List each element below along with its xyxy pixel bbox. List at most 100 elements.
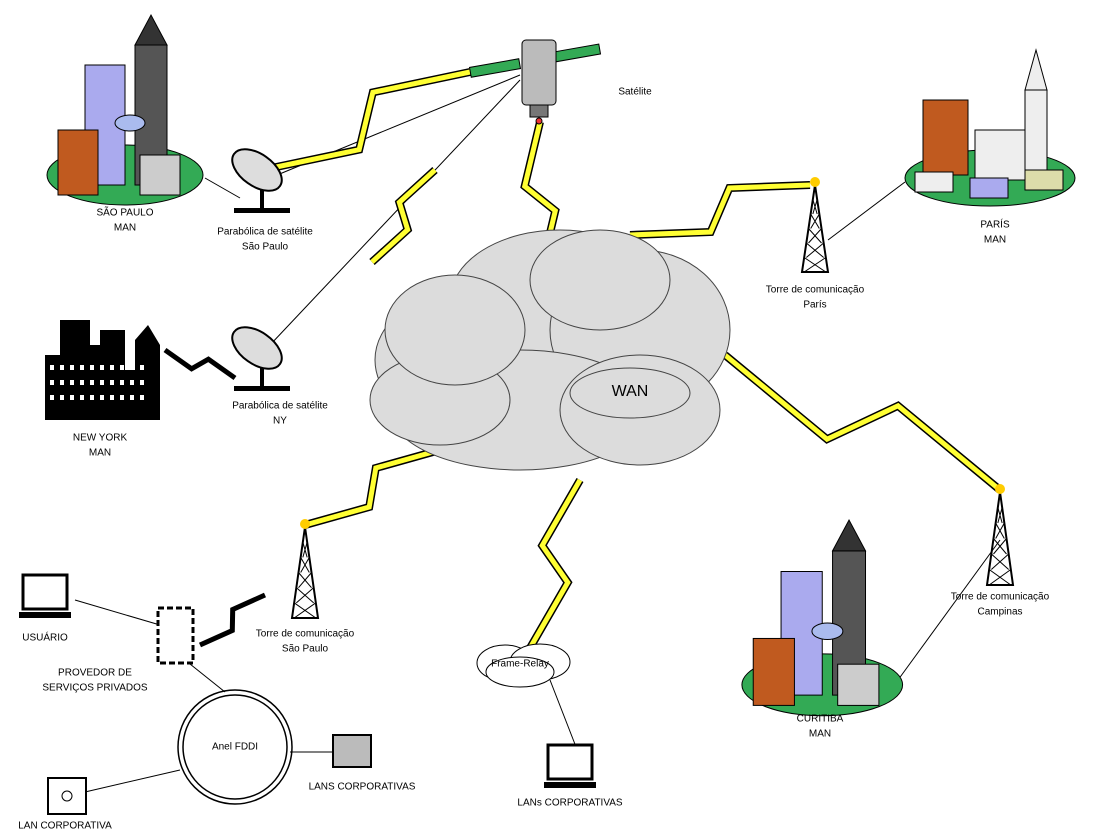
window: [50, 380, 54, 385]
solar-panel: [554, 44, 600, 62]
cloud: [530, 230, 670, 330]
label: MAN: [809, 729, 831, 740]
lan-device: [48, 778, 86, 814]
window: [50, 365, 54, 370]
cloud: [385, 275, 525, 385]
window: [130, 365, 134, 370]
window: [50, 395, 54, 400]
link: [85, 770, 180, 792]
building: [915, 172, 953, 192]
label: Parabólica de satélite: [217, 227, 313, 238]
monitor: [23, 575, 67, 609]
label: MAN: [89, 448, 111, 459]
label: São Paulo: [242, 242, 289, 253]
label: Frame-Relay: [491, 659, 549, 670]
building: [753, 638, 794, 705]
label: NEW YORK: [73, 433, 128, 444]
window: [70, 395, 74, 400]
label: SERVIÇOS PRIVADOS: [42, 683, 148, 694]
dish-base: [234, 386, 290, 391]
window: [70, 365, 74, 370]
window: [90, 380, 94, 385]
label: Anel FDDI: [212, 742, 258, 753]
link: [828, 182, 905, 240]
link: [550, 680, 578, 752]
label: PROVEDOR DE: [58, 668, 132, 679]
window: [140, 365, 144, 370]
building: [58, 130, 98, 195]
window: [90, 365, 94, 370]
window: [70, 380, 74, 385]
lightning-link: [630, 185, 810, 235]
building: [970, 178, 1008, 198]
window: [100, 380, 104, 385]
satellite-body: [530, 105, 548, 117]
window: [130, 395, 134, 400]
window: [80, 395, 84, 400]
antenna: [536, 118, 542, 124]
label: NY: [273, 416, 287, 427]
beacon: [300, 519, 310, 529]
link: [205, 178, 240, 198]
label: SÃO PAULO: [96, 206, 153, 219]
page: Satélite SÃO PAULO MAN Parabólica de satéli…: [0, 0, 1093, 834]
label: Satélite: [618, 87, 652, 98]
lightning-link: [165, 350, 235, 378]
beacon: [995, 484, 1005, 494]
label: CURITIBA: [797, 714, 844, 725]
label: USUÁRIO: [22, 631, 68, 644]
link: [75, 600, 160, 625]
satellite-body: [522, 40, 556, 105]
window: [80, 365, 84, 370]
lightning-link: [725, 355, 1000, 490]
lightning-link: [530, 480, 580, 648]
lan-device: [333, 735, 371, 767]
window: [130, 380, 134, 385]
window: [120, 380, 124, 385]
window: [60, 395, 64, 400]
building: [1025, 90, 1047, 170]
lightning-link: [262, 72, 470, 170]
label: PARÍS: [980, 218, 1010, 231]
beacon: [810, 177, 820, 187]
window: [100, 395, 104, 400]
solar-panel: [470, 59, 521, 78]
label: LANS CORPORATIVAS: [309, 782, 416, 793]
network-diagram: Satélite SÃO PAULO MAN Parabólica de satéli…: [0, 0, 1093, 834]
window: [100, 365, 104, 370]
window: [60, 380, 64, 385]
window: [140, 380, 144, 385]
label: LANs CORPORATIVAS: [517, 798, 623, 809]
shapes: [19, 15, 1075, 814]
label: Torre de comunicação: [766, 285, 865, 296]
building: [923, 100, 968, 175]
window: [120, 395, 124, 400]
label: São Paulo: [282, 644, 329, 655]
dish: [225, 141, 289, 199]
building: [1025, 50, 1047, 90]
lightning-link: [305, 450, 440, 525]
link: [185, 660, 225, 692]
window: [110, 365, 114, 370]
keyboard: [544, 782, 596, 788]
label: Torre de comunicação: [951, 592, 1050, 603]
server: [158, 608, 193, 663]
monitor: [548, 745, 592, 779]
building: [140, 155, 180, 195]
building: [135, 15, 167, 45]
window: [120, 365, 124, 370]
dish-base: [234, 208, 290, 213]
dish: [225, 319, 289, 377]
window: [60, 365, 64, 370]
window: [80, 380, 84, 385]
label: Torre de comunicação: [256, 629, 355, 640]
building: [838, 664, 879, 705]
keyboard: [19, 612, 71, 618]
label: Campinas: [977, 607, 1022, 618]
label: LAN CORPORATIVA: [18, 821, 112, 832]
dome: [115, 115, 145, 131]
window: [140, 395, 144, 400]
label: WAN: [612, 383, 649, 400]
dome: [812, 623, 843, 639]
label: Parabólica de satélite: [232, 401, 328, 412]
